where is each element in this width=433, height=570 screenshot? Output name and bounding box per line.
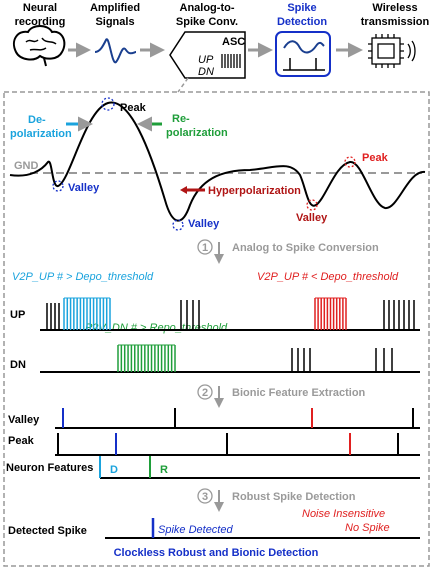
step: 3 Robust Spike Detection [197,488,356,512]
stage-label: Amplified [90,2,140,14]
row-label: Valley [8,414,40,426]
asc-label: ASC [222,36,245,48]
stage-label: Wireless [372,2,417,14]
hyperpolarization-label: Hyperpolarization [208,185,301,197]
gnd-label: GND [14,160,39,172]
step-number: 2 [202,387,208,399]
condition: V2P_UP # > Depo_threshold [12,271,154,283]
valley-label: Valley [188,218,220,230]
stage-label: Spike Conv. [176,16,238,28]
step-label: Robust Spike Detection [232,491,356,503]
connector [177,77,189,93]
valley-label: Valley [296,212,328,224]
stage-label: transmission [361,16,430,28]
step-number: 3 [202,491,208,503]
peak-label: Peak [120,102,147,114]
amplified-wave [94,38,137,64]
step-label: Analog to Spike Conversion [232,242,379,254]
feature-r: R [160,464,168,476]
row-label: Peak [8,435,35,447]
depolarization-label: polarization [10,128,72,140]
stage-label: Signals [95,16,134,28]
feature-d: D [110,464,118,476]
row-label: DN [10,359,26,371]
condition: V2P_UP # < Depo_threshold [257,271,399,283]
depolarization-label: De- [28,114,46,126]
row-label: Neuron Features [6,462,93,474]
stage-label: Neural [23,2,57,14]
asc-dn: DN [198,66,214,78]
noise-label: Noise Insensitive [302,508,385,520]
stage-label: Spike [287,2,316,14]
step: 2 Bionic Feature Extraction [197,384,366,408]
chip-icon [368,34,416,68]
row-label: UP [10,309,25,321]
spike-trains [40,297,420,539]
spike-detection-icon [275,31,331,77]
brain-icon [12,25,66,67]
valley-label: Valley [68,182,100,194]
spike-detected-label: Spike Detected [158,524,233,536]
asc-icon: ASC UP DN [169,31,246,79]
frame [3,91,430,567]
arrowhead [180,186,187,194]
repolarization-label: polarization [166,127,228,139]
step-label: Bionic Feature Extraction [232,387,366,399]
stage-labels: Neural recording Amplified Signals Analo… [15,2,430,28]
markers [52,97,356,231]
stage-label: Analog-to- [180,2,235,14]
asc-up: UP [198,54,214,66]
stage-label: Detection [277,16,327,28]
repolarization-label: Re- [172,113,190,125]
peak-label: Peak [362,152,389,164]
row-label: Detected Spike [8,525,87,537]
stage-label: recording [15,16,66,28]
step: 1 Analog to Spike Conversion [197,239,379,264]
noise-label: No Spike [345,522,390,534]
step-number: 1 [202,242,208,254]
footer: Clockless Robust and Bionic Detection [114,547,319,559]
